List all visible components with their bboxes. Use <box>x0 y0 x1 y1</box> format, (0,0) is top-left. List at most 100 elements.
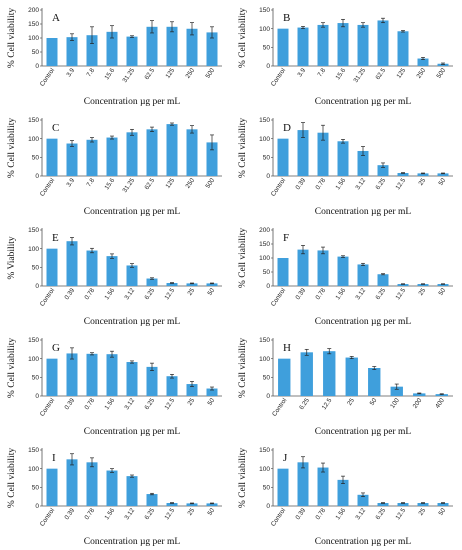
x-tick-label: 1.56 <box>103 287 116 301</box>
y-tick-label: 50 <box>32 485 40 492</box>
y-tick-label: 100 <box>259 356 270 363</box>
bar <box>397 173 409 176</box>
x-tick-label: 12.5 <box>163 287 176 301</box>
x-tick-label: 6.25 <box>143 507 156 521</box>
bar <box>66 143 78 176</box>
x-tick-label: 50 <box>437 287 447 297</box>
x-tick-label: 3.9 <box>296 67 307 79</box>
x-tick-label: 7.8 <box>85 67 96 79</box>
x-tick-label: Control <box>39 177 56 198</box>
y-axis-title: % Cell viability <box>238 338 248 398</box>
panel-g: 0 50 100 150 Control 0.39 0.78 1.56 3.12 6.25 12.5… <box>0 330 231 440</box>
panel-a: 0 50 100 150 200 Control 3.9 7.8 15.6 31.25 62.5 12… <box>0 0 231 110</box>
x-axis-title: Concentration µg per mL <box>84 207 181 217</box>
bar <box>46 138 58 176</box>
bar <box>106 137 118 176</box>
x-tick-label: 6.25 <box>298 397 311 411</box>
bar <box>317 250 329 286</box>
x-tick-label: 12.5 <box>394 507 407 521</box>
y-axis-title: % Cell viability <box>7 448 17 508</box>
x-axis-title: Concentration µg per mL <box>315 207 412 217</box>
bar <box>317 24 329 66</box>
bar <box>278 358 291 396</box>
y-tick-label: 150 <box>28 117 39 124</box>
bar <box>437 63 449 66</box>
panel-letter: F <box>283 232 289 244</box>
bar <box>437 503 449 506</box>
y-tick-label: 50 <box>263 45 271 52</box>
x-tick-label: 31.25 <box>352 67 367 84</box>
y-tick-label: 0 <box>266 63 270 70</box>
x-tick-label: 125 <box>395 67 407 80</box>
x-tick-label: Control <box>39 397 56 418</box>
x-tick-label: 1.56 <box>103 397 116 411</box>
x-tick-label: 7.8 <box>316 67 327 79</box>
chart-svg: 0 50 100 150 Control 6.25 12.5 25 50 100 200 400 H % … <box>238 337 453 437</box>
chart-svg: 0 50 100 150 Control 0.39 0.78 1.56 3.12 6.25 12.5… <box>238 117 453 217</box>
x-tick-label: 1.56 <box>334 177 347 191</box>
x-tick-label: 25 <box>417 177 427 187</box>
y-tick-label: 50 <box>263 375 271 382</box>
y-tick-label: 50 <box>32 49 40 56</box>
y-tick-label: 100 <box>28 466 39 473</box>
y-tick-label: 0 <box>266 503 270 510</box>
panel-j: 0 50 100 150 Control 0.39 0.78 1.56 3.12 6.25 12.5… <box>231 440 462 550</box>
x-tick-label: 3.12 <box>123 507 136 521</box>
x-tick-label: 62.5 <box>143 177 156 191</box>
bar <box>417 284 429 286</box>
x-tick-label: 3.12 <box>354 507 367 521</box>
bar <box>413 393 426 396</box>
bar <box>390 386 403 396</box>
bar <box>377 503 389 506</box>
x-tick-label: 250 <box>184 67 196 80</box>
x-tick-label: 3.9 <box>65 67 76 79</box>
y-tick-label: 50 <box>32 375 40 382</box>
bar <box>146 494 158 506</box>
x-tick-label: 12.5 <box>394 287 407 301</box>
x-tick-label: 0.39 <box>63 397 76 411</box>
x-tick-label: 125 <box>164 177 176 190</box>
x-tick-label: 6.25 <box>374 507 387 521</box>
bar <box>206 503 218 506</box>
panel-f: 0 50 100 150 200 Control 0.39 0.78 1.56 3.12 6.25 1… <box>231 220 462 330</box>
x-tick-label: 400 <box>434 397 446 410</box>
x-axis-title: Concentration µg per mL <box>84 537 181 547</box>
bar <box>66 241 78 286</box>
x-tick-label: Control <box>39 287 56 308</box>
y-tick-label: 50 <box>263 155 271 162</box>
bar <box>206 142 218 176</box>
chart-svg: 0 50 100 150 Control 0.39 0.78 1.56 3.12 6.25 12.5… <box>7 337 222 437</box>
x-tick-label: 31.25 <box>121 177 136 194</box>
y-axis-title: % Cell viability <box>238 8 248 68</box>
y-tick-label: 0 <box>266 393 270 400</box>
panel-letter: A <box>52 12 60 24</box>
y-axis-title: % Cell viability <box>238 228 248 288</box>
bar <box>186 384 198 396</box>
panel-b: 0 50 100 150 Control 3.9 7.8 15.6 31.25 62.5 125 25… <box>231 0 462 110</box>
x-axis-title: Concentration µg per mL <box>84 317 181 327</box>
x-tick-label: 200 <box>412 397 424 410</box>
x-tick-label: 50 <box>369 397 379 407</box>
bar <box>86 139 98 176</box>
chart-svg: 0 50 100 150 Control 0.39 0.78 1.56 3.12 6.25 12.5… <box>7 227 222 327</box>
bar <box>186 129 198 176</box>
x-tick-label: Control <box>270 177 287 198</box>
panel-letter: G <box>52 342 60 354</box>
x-tick-label: 500 <box>204 67 216 80</box>
bar <box>46 248 58 286</box>
y-tick-label: 50 <box>263 269 271 276</box>
x-tick-label: 3.12 <box>354 177 367 191</box>
x-tick-label: 0.39 <box>63 507 76 521</box>
bar <box>337 141 349 176</box>
x-tick-label: 12.5 <box>163 397 176 411</box>
x-tick-label: Control <box>270 287 287 308</box>
bar <box>126 265 138 286</box>
chart-svg: 0 50 100 150 Control 0.39 0.78 1.56 3.12 6.25 12.5… <box>7 447 222 547</box>
bar <box>277 28 289 67</box>
x-axis-title: Concentration µg per mL <box>315 97 412 107</box>
x-axis-title: Concentration µg per mL <box>84 97 181 107</box>
panel-letter: B <box>283 12 290 24</box>
bar <box>126 362 138 396</box>
x-tick-label: 15.6 <box>334 67 347 81</box>
bar <box>277 468 289 506</box>
